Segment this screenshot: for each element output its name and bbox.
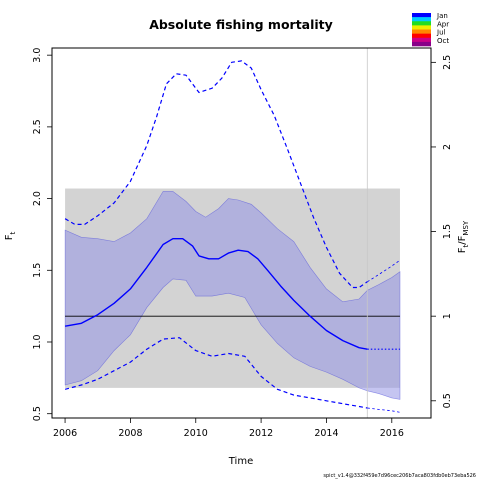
y-tick-label: 0.5 bbox=[32, 406, 43, 421]
plot-area: 2006 2008 2010 2012 2014 2016 0.5 1.0 1.5 2.0 2.5 3… bbox=[32, 47, 453, 439]
x-tick-label: 2010 bbox=[184, 428, 208, 439]
legend-label: Apr bbox=[437, 20, 449, 28]
y-tick-label: 1.5 bbox=[32, 263, 43, 278]
x-tick-label: 2014 bbox=[314, 428, 338, 439]
y-tick-label: 1.0 bbox=[32, 334, 43, 349]
y-axis-label-sub: t bbox=[9, 231, 17, 234]
legend-color-swatch bbox=[412, 21, 431, 26]
x-axis: 2006 2008 2010 2012 2014 2016 bbox=[53, 418, 404, 439]
series-ci-upper-forecast bbox=[367, 259, 401, 283]
x-tick-label: 2016 bbox=[380, 428, 404, 439]
y2-axis-label-den: F bbox=[457, 235, 468, 241]
y2-axis: 0.5 1 1.5 2 2.5 bbox=[431, 55, 453, 408]
x-tick-label: 2006 bbox=[53, 428, 77, 439]
y2-axis-label-main: F bbox=[457, 247, 468, 253]
y2-axis-label-den-sub: MSY bbox=[462, 220, 470, 235]
plot-frame bbox=[51, 47, 432, 419]
legend-label: Oct bbox=[437, 37, 449, 45]
chart-title: Absolute fishing mortality bbox=[149, 17, 333, 32]
legend-label: Jul bbox=[436, 29, 446, 37]
legend-color-swatch bbox=[412, 29, 431, 34]
y2-tick-label: 1.5 bbox=[442, 224, 453, 239]
y-axis: 0.5 1.0 1.5 2.0 2.5 3.0 bbox=[32, 48, 52, 421]
x-tick-label: 2012 bbox=[249, 428, 273, 439]
y2-axis-label-slash: / bbox=[457, 241, 468, 245]
series-estimate bbox=[64, 237, 368, 350]
legend-color-swatch bbox=[412, 37, 431, 43]
y-tick-label: 3.0 bbox=[32, 48, 43, 63]
series-ci-lower-forecast bbox=[367, 407, 401, 413]
y2-axis-label-sub: t bbox=[462, 244, 470, 247]
legend-color-swatch bbox=[412, 33, 431, 39]
legend-color-swatch bbox=[412, 41, 431, 47]
f-confidence-band bbox=[64, 191, 401, 400]
footer-version-text: spict_v1.4@332f459e7d96cec206b7aca803fdb… bbox=[323, 473, 476, 479]
x-axis-label: Time bbox=[228, 456, 253, 467]
y2-tick-label: 0.5 bbox=[442, 393, 453, 408]
y2-axis-label: Ft/FMSY bbox=[457, 220, 470, 253]
legend-label: Jan bbox=[436, 12, 448, 20]
y-axis-label-main: F bbox=[4, 234, 15, 240]
y-tick-label: 2.5 bbox=[32, 119, 43, 134]
legend-color-swatch bbox=[412, 17, 431, 22]
legend-color-swatch bbox=[412, 13, 431, 18]
series-ci-upper bbox=[64, 60, 368, 289]
y2-tick-label: 2 bbox=[442, 144, 453, 150]
y2-tick-label: 1 bbox=[442, 313, 453, 319]
y-axis-label: Ft bbox=[4, 231, 17, 240]
y-tick-label: 2.0 bbox=[32, 191, 43, 206]
y2-tick-label: 2.5 bbox=[442, 55, 453, 70]
legend-color-swatch bbox=[412, 25, 431, 30]
x-tick-label: 2008 bbox=[118, 428, 142, 439]
